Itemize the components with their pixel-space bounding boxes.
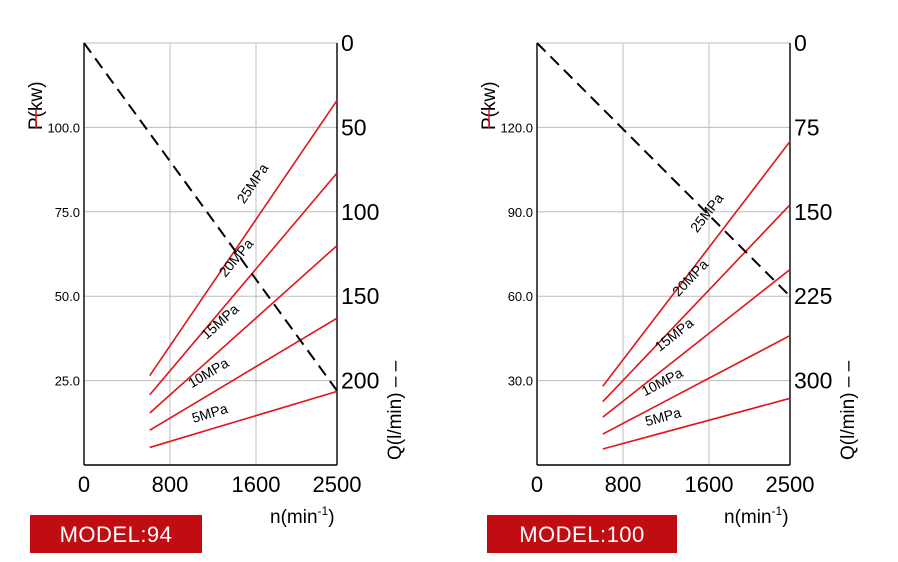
- right-tick-label: 0: [341, 30, 354, 56]
- left-tick-label: 90.0: [508, 205, 533, 220]
- x-tick-label: 0: [78, 472, 90, 497]
- series-line-15MPa: [602, 268, 791, 418]
- right-tick-label: 100: [341, 199, 379, 225]
- series-label: 5MPa: [643, 404, 683, 429]
- left-tick-label: 60.0: [508, 289, 533, 304]
- flow-line: [83, 42, 338, 392]
- series-line-5MPa: [149, 390, 338, 449]
- chart-2: 30.0 60.0 90.0 120.0 0 75 150 225 300 0 800 1600 250…: [479, 30, 859, 553]
- series-line-25MPa: [149, 99, 338, 376]
- series-line-25MPa: [602, 140, 791, 387]
- series-line-15MPa: [149, 244, 338, 414]
- left-tick-label: 100.0: [47, 120, 80, 135]
- series-line-5MPa: [602, 397, 791, 450]
- series-line-10MPa: [149, 317, 338, 431]
- left-axis-title: P(kw): [479, 81, 500, 130]
- series-label: 20MPa: [215, 235, 256, 279]
- flow-line: [536, 42, 791, 297]
- series-label: 25MPa: [233, 160, 271, 206]
- left-axis-title: P(kw): [26, 81, 47, 130]
- x-axis-title: n(min-1): [724, 504, 789, 528]
- series-line-20MPa: [602, 204, 791, 403]
- series-line-10MPa: [602, 334, 791, 435]
- x-tick-label: 1600: [685, 472, 734, 497]
- right-tick-label: 50: [341, 114, 367, 140]
- x-tick-label: 0: [531, 472, 543, 497]
- right-tick-label: 200: [341, 368, 379, 394]
- series-line-20MPa: [149, 172, 338, 396]
- left-tick-label: 30.0: [508, 374, 533, 389]
- left-tick-label: 75.0: [55, 205, 80, 220]
- series-label: 5MPa: [190, 400, 230, 426]
- right-tick-label: 0: [794, 30, 807, 56]
- x-tick-label: 1600: [232, 472, 281, 497]
- x-tick-label: 800: [605, 472, 642, 497]
- model-label: MODEL:94: [60, 522, 173, 547]
- model-label: MODEL:100: [519, 522, 645, 547]
- left-tick-label: 50.0: [55, 289, 80, 304]
- x-tick-label: 800: [152, 472, 189, 497]
- right-axis-title: Q(l/min) – –: [838, 360, 859, 460]
- x-tick-label: 2500: [313, 472, 362, 497]
- model-badge: [487, 515, 677, 553]
- series-label: 20MPa: [669, 256, 711, 299]
- left-tick-label: 120.0: [500, 120, 533, 135]
- chart-1: 25.0 50.0 75.0 100.0 0 50 100 150 200 0 800 1600 250…: [26, 30, 406, 553]
- right-tick-label: 300: [794, 368, 832, 394]
- right-tick-label: 225: [794, 283, 832, 309]
- right-tick-label: 150: [794, 199, 832, 225]
- x-axis-title: n(min-1): [270, 504, 335, 528]
- right-tick-label: 75: [794, 114, 820, 140]
- model-badge: [30, 515, 202, 553]
- left-tick-label: 25.0: [55, 374, 80, 389]
- right-axis-title: Q(l/min) – –: [385, 360, 406, 460]
- x-tick-label: 2500: [766, 472, 815, 497]
- right-tick-label: 150: [341, 283, 379, 309]
